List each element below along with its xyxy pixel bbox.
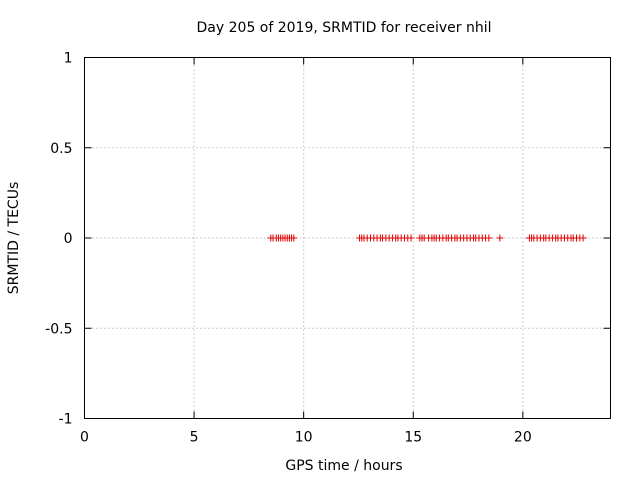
x-tick-label: 5 bbox=[190, 430, 199, 446]
y-tick-label: -0.5 bbox=[45, 321, 72, 337]
x-tick-label: 0 bbox=[80, 430, 89, 446]
data-points bbox=[267, 234, 587, 242]
y-tick-label: -1 bbox=[59, 412, 73, 428]
chart-title: Day 205 of 2019, SRMTID for receiver nhi… bbox=[197, 20, 492, 36]
x-tick-label: 15 bbox=[404, 430, 422, 446]
data-point bbox=[496, 234, 504, 242]
y-axis-label: SRMTID / TECUs bbox=[6, 182, 22, 295]
data-point bbox=[579, 234, 587, 242]
data-point bbox=[407, 234, 415, 242]
y-tick-label: 0 bbox=[64, 231, 73, 247]
x-tick-label: 10 bbox=[295, 430, 313, 446]
data-point bbox=[485, 234, 493, 242]
y-tick-label: 1 bbox=[64, 51, 73, 67]
x-axis-label: GPS time / hours bbox=[285, 458, 402, 474]
y-tick-label: 0.5 bbox=[50, 141, 72, 157]
plot-frame bbox=[84, 57, 611, 419]
data-point bbox=[290, 234, 298, 242]
axis-ticks: 0 5 10 15 20 -1 -0.5 0 0.5 1 bbox=[45, 51, 611, 446]
x-tick-label: 20 bbox=[514, 430, 532, 446]
